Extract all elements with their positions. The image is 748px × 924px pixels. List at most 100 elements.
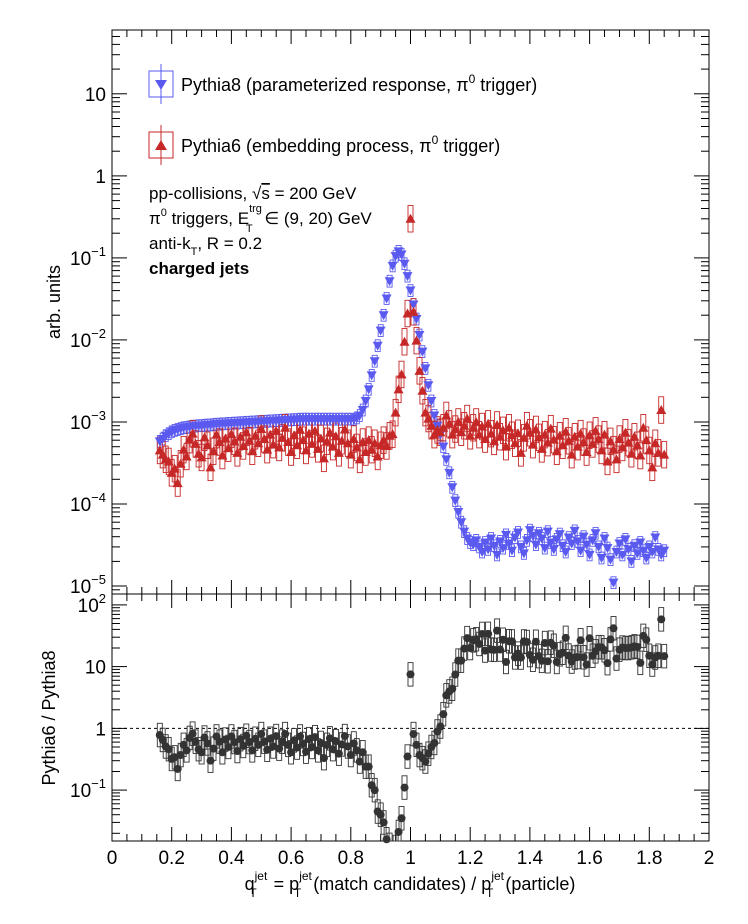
marker-pythia6 <box>614 434 625 444</box>
marker-pythia6 <box>339 424 350 434</box>
y-tick-label: 10−2 <box>70 326 106 352</box>
marker-pythia6 <box>584 430 595 440</box>
marker-pythia8 <box>504 539 515 549</box>
y-tick-label: 10−3 <box>70 408 106 434</box>
y-tick-label: 10 <box>85 658 106 679</box>
marker-pythia6 <box>647 462 658 472</box>
marker-pythia8 <box>539 544 550 554</box>
marker-pythia6 <box>262 444 273 454</box>
marker-ratio <box>328 745 337 754</box>
marker-pythia8 <box>548 545 559 555</box>
annotation-block: pp-collisions, √s = 200 GeV π0 triggers,… <box>149 184 372 278</box>
marker-ratio <box>421 757 430 766</box>
marker-pythia6 <box>644 445 655 455</box>
marker-pythia8 <box>605 555 616 565</box>
marker-pythia6 <box>250 430 261 440</box>
marker-pythia8 <box>492 550 503 560</box>
marker-pythia6 <box>653 447 664 457</box>
marker-pythia8 <box>375 326 386 336</box>
marker-pythia6 <box>211 429 222 439</box>
marker-pythia6 <box>563 435 574 445</box>
marker-pythia6 <box>423 413 434 423</box>
marker-ratio <box>660 652 669 661</box>
marker-pythia8 <box>426 397 437 407</box>
marker-pythia6 <box>280 422 291 432</box>
marker-pythia8 <box>360 397 371 407</box>
marker-ratio <box>284 740 293 749</box>
marker-ratio <box>307 742 316 751</box>
marker-pythia8 <box>521 536 532 546</box>
marker-pythia6 <box>396 369 407 379</box>
marker-pythia6 <box>495 431 506 441</box>
marker-ratio <box>370 786 379 795</box>
marker-pythia6 <box>459 420 470 430</box>
marker-pythia6 <box>411 335 422 345</box>
marker-pythia6 <box>650 438 661 448</box>
legend-label-pythia8: Pythia8 (parameterized response, π0 trig… <box>181 72 537 95</box>
marker-ratio <box>251 734 260 743</box>
marker-pythia6 <box>429 429 440 439</box>
bottom-errorbar-layer <box>156 607 668 842</box>
marker-ratio <box>245 738 254 747</box>
marker-pythia6 <box>566 449 577 459</box>
marker-ratio <box>502 657 511 666</box>
marker-ratio <box>224 742 233 751</box>
marker-pythia6 <box>450 424 461 434</box>
marker-pythia6 <box>226 429 237 439</box>
marker-pythia6 <box>330 431 341 441</box>
marker-pythia8 <box>459 527 470 537</box>
marker-pythia6 <box>220 433 231 443</box>
marker-pythia6 <box>501 441 512 451</box>
marker-pythia6 <box>518 432 529 442</box>
marker-pythia6 <box>605 436 616 446</box>
x-tick-label: 0.2 <box>158 848 184 869</box>
marker-pythia6 <box>489 436 500 446</box>
marker-ratio <box>325 734 334 743</box>
marker-ratio <box>346 751 355 760</box>
marker-pythia6 <box>253 438 264 448</box>
marker-pythia6 <box>315 433 326 443</box>
marker-pythia6 <box>327 441 338 451</box>
marker-ratio <box>654 651 663 660</box>
marker-ratio <box>648 660 657 669</box>
marker-ratio <box>263 745 272 754</box>
marker-pythia6 <box>181 451 192 461</box>
marker-pythia6 <box>447 429 458 439</box>
marker-pythia8 <box>498 544 509 554</box>
y-tick-label: 1 <box>95 719 106 740</box>
x-tick-label: 2 <box>704 848 715 869</box>
annotation-collisions: pp-collisions, √s = 200 GeV <box>149 184 357 203</box>
marker-pythia6 <box>333 447 344 457</box>
marker-pythia8 <box>471 536 482 546</box>
marker-pythia6 <box>298 435 309 445</box>
marker-pythia6 <box>626 448 637 458</box>
marker-ratio <box>287 748 296 757</box>
marker-ratio <box>310 733 319 742</box>
marker-pythia8 <box>596 553 607 563</box>
marker-ratio <box>176 751 185 760</box>
top-y-tick-labels: 10−5 10−4 10−3 10−2 10−1 1 10 <box>70 85 106 598</box>
marker-ratio <box>552 657 561 666</box>
marker-pythia8 <box>584 550 595 560</box>
marker-ratio <box>382 835 391 844</box>
marker-pythia6 <box>581 447 592 457</box>
marker-pythia6 <box>578 437 589 447</box>
marker-pythia8 <box>608 578 619 588</box>
marker-ratio <box>173 764 182 773</box>
marker-pythia8 <box>635 538 646 548</box>
marker-ratio <box>561 633 570 642</box>
marker-pythia6 <box>202 440 213 450</box>
marker-ratio <box>466 644 475 653</box>
legend-marker-pythia8 <box>155 80 167 90</box>
marker-ratio <box>484 629 493 638</box>
marker-pythia6 <box>405 213 416 223</box>
marker-pythia6 <box>178 444 189 454</box>
marker-ratio <box>206 756 215 765</box>
marker-ratio <box>540 639 549 648</box>
marker-pythia6 <box>238 440 249 450</box>
marker-ratio <box>633 642 642 651</box>
marker-pythia6 <box>223 443 234 453</box>
marker-pythia6 <box>521 420 532 430</box>
marker-pythia6 <box>205 462 216 472</box>
marker-pythia6 <box>545 423 556 433</box>
